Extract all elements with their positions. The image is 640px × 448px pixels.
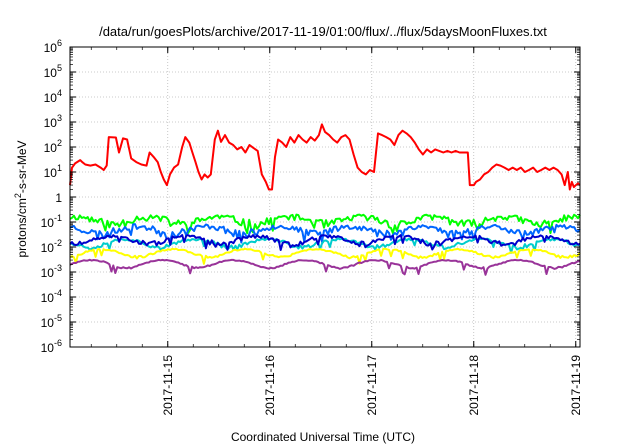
series-line-6 — [69, 258, 580, 276]
y-tick-label: 1 — [55, 191, 62, 205]
y-tick-label: 104 — [44, 88, 62, 105]
y-tick-label-exp: -6 — [54, 338, 62, 348]
y-tick-label-exp: -1 — [54, 213, 62, 223]
y-tick-label-base: 10 — [41, 291, 55, 305]
x-tick-label: 2017-11-17 — [365, 355, 379, 416]
x-axis-label: Coordinated Universal Time (UTC) — [231, 430, 415, 444]
x-axis-ticks: 2017-11-15 2017-11-16 2017-11-17 2017-11-18… — [90, 47, 583, 416]
y-tick-label: 106 — [44, 38, 62, 55]
y-tick-label: 103 — [44, 113, 62, 130]
grid — [70, 47, 580, 347]
y-tick-label-base: 10 — [44, 166, 58, 180]
y-tick-label-exp: -2 — [54, 238, 62, 248]
y-tick-label-base: 10 — [41, 216, 55, 230]
y-axis-label-part: protons/cm — [15, 198, 29, 257]
y-tick-label-base: 10 — [41, 316, 55, 330]
y-axis-label-part: -s-sr-MeV — [15, 140, 29, 193]
y-tick-label-base: 10 — [44, 116, 58, 130]
x-tick-label: 2017-11-19 — [569, 355, 583, 416]
y-tick-label: 10-1 — [41, 213, 62, 230]
y-tick-label-base: 1 — [55, 191, 62, 205]
x-tick-label: 2017-11-15 — [161, 355, 175, 416]
y-axis-label-sup: 2 — [13, 193, 23, 198]
x-tick-label: 2017-11-18 — [467, 355, 481, 416]
y-tick-label: 102 — [44, 138, 62, 155]
y-tick-label: 101 — [44, 163, 62, 180]
y-tick-label-base: 10 — [41, 341, 55, 355]
series-line-1 — [69, 213, 581, 235]
y-tick-label-base: 10 — [41, 266, 55, 280]
y-axis-label: protons/cm2-s-sr-MeV — [13, 140, 29, 257]
series-line-0 — [69, 123, 581, 191]
y-tick-label: 10-6 — [41, 338, 62, 355]
y-tick-label-base: 10 — [44, 41, 58, 55]
x-tick-label: 2017-11-16 — [263, 355, 277, 416]
y-tick-label-exp: -4 — [54, 288, 62, 298]
series-line-2 — [69, 223, 581, 244]
y-tick-label-exp: -3 — [54, 263, 62, 273]
y-tick-label-base: 10 — [44, 66, 58, 80]
y-tick-label-exp: 2 — [57, 138, 62, 148]
y-tick-label-exp: 1 — [57, 163, 62, 173]
y-tick-label-exp: 3 — [57, 113, 62, 123]
y-tick-label-exp: 6 — [57, 38, 62, 48]
y-axis-ticks: 10-610-510-410-310-210-11101102103104105… — [41, 38, 580, 355]
series-line-4 — [69, 234, 581, 251]
y-tick-label-base: 10 — [44, 91, 58, 105]
chart-title: /data/run/goesPlots/archive/2017-11-19/0… — [99, 24, 547, 39]
y-tick-label-exp: -5 — [54, 313, 62, 323]
y-tick-label: 105 — [44, 63, 62, 80]
y-tick-label: 10-2 — [41, 238, 62, 255]
series-line-5 — [69, 247, 581, 265]
y-tick-label: 10-4 — [41, 288, 62, 305]
series-group — [69, 123, 581, 276]
y-tick-label: 10-5 — [41, 313, 62, 330]
y-tick-label-exp: 5 — [57, 63, 62, 73]
y-tick-label-exp: 4 — [57, 88, 62, 98]
y-tick-label-base: 10 — [41, 241, 55, 255]
y-tick-label: 10-3 — [41, 263, 62, 280]
y-tick-label-base: 10 — [44, 141, 58, 155]
